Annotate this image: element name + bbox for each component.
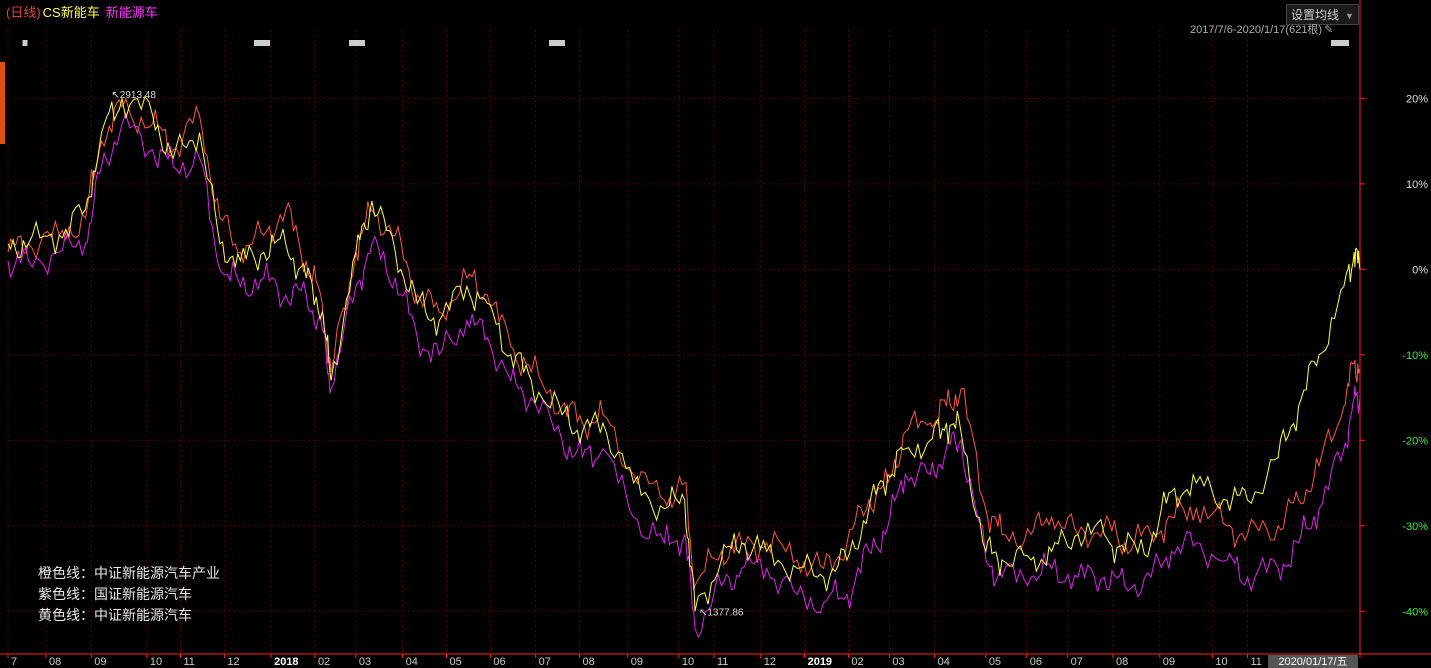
- side-indicator: [0, 62, 5, 144]
- series-line-yellow: [7, 95, 1361, 612]
- legend-yellow: 黄色线：中证新能源汽车: [38, 607, 192, 623]
- x-tick-label: 12: [227, 656, 239, 668]
- x-tick-label: 07: [539, 656, 551, 668]
- x-tick-label: 02: [318, 656, 330, 668]
- event-marker-icon: [349, 40, 365, 46]
- legend-purple: 紫色线：国证新能源汽车: [38, 586, 192, 602]
- x-tick-label: 2020/01/17/五: [1278, 656, 1347, 668]
- annotations: ↖2913.48 ↖1377.86: [111, 90, 744, 618]
- ma-settings-label: 设置均线: [1291, 8, 1340, 22]
- x-tick-label: 07: [1071, 656, 1083, 668]
- x-tick-label: 04: [406, 656, 418, 668]
- date-range: 2017/7/6-2020/1/17(621根) ✎: [1190, 21, 1333, 37]
- x-tick-label: 08: [582, 656, 594, 668]
- event-marker-icon: [254, 40, 270, 46]
- x-tick-label: 09: [94, 656, 106, 668]
- x-tick-label: 03: [359, 656, 371, 668]
- series1-label[interactable]: CS新能车: [42, 5, 100, 20]
- period-label[interactable]: (日线): [6, 5, 41, 20]
- x-tick-label: 02: [851, 656, 863, 668]
- x-axis: 7 08 09 10 11 12 2018 02 03 04 05 06 07 08 09 10 11 12 201…: [7, 654, 1361, 668]
- series-line-orange: [7, 97, 1361, 591]
- x-tick-label: 08: [49, 656, 61, 668]
- x-tick-label: 11: [717, 656, 728, 668]
- series-line-purple: [7, 111, 1361, 639]
- ma-settings-button[interactable]: 设置均线 ▼: [1286, 4, 1359, 25]
- y-tick-label: -20%: [1402, 435, 1428, 447]
- x-tick-label: 05: [989, 656, 1001, 668]
- x-tick-label: 05: [449, 656, 461, 668]
- pin-icon[interactable]: ✎: [1324, 24, 1334, 36]
- current-date-box: [1268, 655, 1358, 668]
- y-axis: 20% 10% 0% -10% -20% -30% -40%: [1360, 93, 1428, 618]
- x-tick-label: 10: [150, 656, 162, 668]
- y-tick-label: -10%: [1402, 350, 1428, 362]
- data-label: ↖2913.48: [111, 90, 156, 101]
- date-range-label: 2017/7/6-2020/1/17(621根): [1190, 24, 1323, 36]
- x-tick-label: 2019: [808, 656, 832, 668]
- y-tick-label: -40%: [1402, 606, 1428, 618]
- x-tick-label: 04: [938, 656, 950, 668]
- x-tick-label: 12: [764, 656, 776, 668]
- x-tick-label: 10: [1215, 656, 1227, 668]
- chart-header: (日线) CS新能车 新能源车: [6, 2, 158, 21]
- x-tick-label: 06: [1030, 656, 1042, 668]
- data-label: ↖1377.86: [699, 607, 744, 618]
- y-tick-label: 20%: [1406, 93, 1428, 105]
- legend-orange: 橙色线：中证新能源汽车产业: [38, 565, 220, 581]
- x-tick-label: 03: [892, 656, 904, 668]
- series2-label[interactable]: 新能源车: [105, 5, 158, 20]
- x-tick-label: 7: [11, 656, 17, 668]
- x-tick-label: 09: [631, 656, 643, 668]
- y-tick-label: -30%: [1402, 521, 1428, 533]
- chevron-down-icon: ▼: [1345, 11, 1354, 21]
- x-tick-label: 10: [682, 656, 694, 668]
- series-lines: [7, 95, 1361, 639]
- x-tick-label: 08: [1116, 656, 1128, 668]
- x-tick-label: 11: [183, 656, 194, 668]
- event-marker-icon: [22, 40, 28, 46]
- y-tick-label: 10%: [1406, 179, 1428, 191]
- x-tick-label: 09: [1163, 656, 1175, 668]
- x-tick-label: 06: [493, 656, 505, 668]
- event-markers: [22, 40, 1349, 46]
- grid-lines: [7, 30, 1361, 654]
- y-tick-label: 0%: [1412, 264, 1428, 276]
- chart-legend: 橙色线：中证新能源汽车产业 紫色线：国证新能源汽车 黄色线：中证新能源汽车: [38, 563, 220, 626]
- event-marker-icon: [549, 40, 565, 46]
- x-tick-label: 11: [1250, 656, 1261, 668]
- x-tick-label: 2018: [274, 656, 298, 668]
- event-marker-icon: [1331, 40, 1349, 46]
